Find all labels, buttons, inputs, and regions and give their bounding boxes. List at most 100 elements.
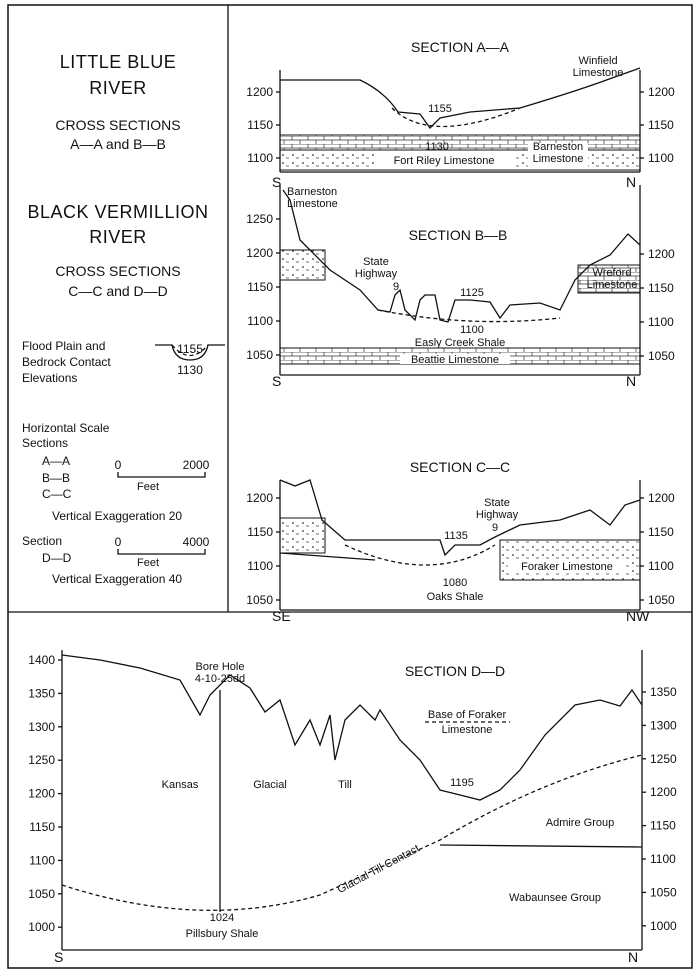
tick-label: 1200 [28, 787, 55, 801]
tick-label: 1200 [246, 491, 273, 505]
label: Limestone [573, 67, 624, 79]
label: 1125 [460, 287, 484, 299]
label: Section [22, 534, 62, 548]
tick-label: 1200 [648, 247, 675, 261]
tick-label: 1150 [247, 525, 273, 539]
label: SECTION C—C [410, 459, 510, 475]
tick-label: 1200 [650, 785, 677, 799]
label: Feet [137, 557, 159, 569]
shape [391, 107, 521, 128]
tick-label: 1150 [648, 525, 674, 539]
label: SECTION A—A [411, 39, 510, 55]
label: Limestone [533, 153, 584, 165]
tick-label: 1200 [648, 491, 675, 505]
shape [508, 560, 626, 573]
label: Pillsbury Shale [186, 928, 259, 940]
label: Easly Creek Shale [415, 337, 506, 349]
label: C—C [42, 487, 72, 501]
tick-label: 1100 [650, 852, 676, 866]
label: Bore Hole [196, 661, 245, 673]
tick-label: 1050 [648, 349, 675, 363]
tick-label: 1000 [28, 920, 55, 934]
label: 0 [115, 458, 122, 472]
left-panel: LITTLE BLUE RIVER CROSS SECTIONS A—A and… [22, 52, 225, 586]
tick-label: 1150 [648, 281, 674, 295]
tick-label: 1050 [648, 593, 675, 607]
tick-label: 1350 [650, 685, 677, 699]
label: 1024 [210, 912, 234, 924]
label: Horizontal Scale [22, 421, 110, 435]
tick-label: 1100 [648, 315, 674, 329]
label: Fort Riley Limestone [394, 155, 495, 167]
label: CROSS SECTIONS [55, 117, 180, 133]
label: Bedrock Contact [22, 355, 111, 369]
label: SECTION D—D [405, 663, 505, 679]
label: D—D [42, 551, 72, 565]
label: A—A [42, 454, 70, 468]
label: 9 [492, 522, 498, 534]
shape [279, 479, 641, 557]
shape [344, 544, 496, 566]
label: Admire Group [546, 817, 614, 829]
label: C—C and D—D [68, 283, 168, 299]
tick-label: 1250 [28, 753, 55, 767]
shape [279, 552, 376, 561]
label: 1155 [428, 103, 452, 115]
tick-label: 1050 [650, 885, 677, 899]
shape [375, 154, 515, 167]
label: Glacial Till Contact [336, 843, 422, 896]
end-label: S [272, 373, 281, 389]
label: Kansas [162, 779, 199, 791]
label: BLACK VERMILLION [27, 202, 208, 222]
label: CROSS SECTIONS [55, 263, 180, 279]
label: Till [338, 779, 352, 791]
label: Beattie Limestone [411, 354, 499, 366]
tick-label: 1050 [246, 593, 273, 607]
label: Limestone [287, 198, 338, 210]
tick-label: 1200 [246, 85, 273, 99]
label: Feet [137, 481, 159, 493]
tick-label: 1300 [650, 718, 677, 732]
tick-label: 1300 [28, 720, 55, 734]
label: State [363, 256, 389, 268]
label: State [484, 497, 510, 509]
tick-label: 1100 [247, 314, 273, 328]
section-b: SECTION B—B Barneston Limestone State Hi… [246, 185, 675, 389]
tick-label: 1200 [648, 85, 675, 99]
key-symbol [155, 344, 225, 361]
scale-bar [117, 472, 206, 478]
shape [282, 189, 641, 323]
tick-label: 1100 [247, 559, 273, 573]
tick-label: 1100 [247, 151, 273, 165]
label: Highway [476, 509, 519, 521]
frame [7, 4, 693, 969]
label: Foraker Limestone [521, 561, 613, 573]
label: LITTLE BLUE [60, 52, 177, 72]
label: 1080 [443, 577, 467, 589]
label: Oaks Shale [427, 591, 484, 603]
end-label: S [272, 174, 281, 190]
tick-label: 1100 [29, 853, 55, 867]
end-label: N [628, 949, 638, 965]
label: B—B [42, 471, 70, 485]
label: RIVER [89, 78, 147, 98]
label: Flood Plain and [22, 339, 105, 353]
tick-label: 1250 [650, 752, 677, 766]
tick-label: 1200 [246, 246, 273, 260]
shape [400, 354, 510, 364]
shape [528, 143, 588, 167]
section-c: SECTION C—C 1135 State Highway 9 1080 Oa… [246, 459, 675, 624]
label: Wreford [593, 267, 632, 279]
label: Glacial [253, 779, 287, 791]
label: Vertical Exaggeration 40 [52, 572, 182, 586]
label: 1130 [425, 141, 449, 153]
label: 1130 [177, 363, 203, 377]
section-d: SECTION D—D Bore Hole 4-10-25dd Base of … [28, 650, 677, 965]
label: Vertical Exaggeration 20 [52, 509, 182, 523]
end-label: SE [272, 608, 291, 624]
label: Limestone [442, 724, 493, 736]
tick-label: 1150 [247, 118, 273, 132]
end-label: N [626, 174, 636, 190]
label: 1100 [460, 324, 484, 336]
